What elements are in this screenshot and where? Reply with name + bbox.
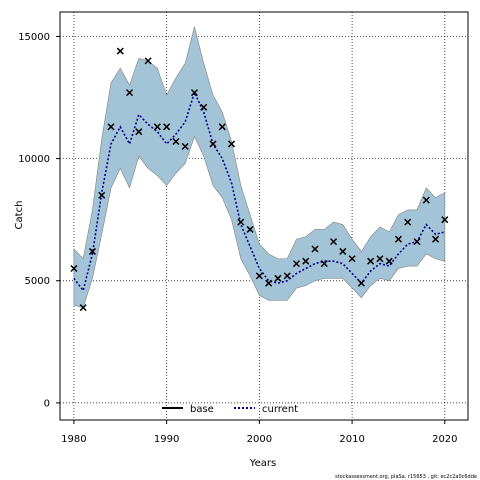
observed-point xyxy=(320,260,328,268)
observed-point xyxy=(311,245,319,253)
observed-point xyxy=(172,137,180,146)
legend-current-label: current xyxy=(262,404,298,415)
footnote: stockassessment.org, plaSa, r15653 , git… xyxy=(335,474,477,480)
observed-point xyxy=(413,238,421,246)
observed-point xyxy=(228,140,236,148)
x-axis: 1980 1990 2000 2010 2020 xyxy=(61,420,458,445)
x-tick-label: 1980 xyxy=(61,434,86,445)
observed-point xyxy=(153,123,161,131)
y-axis: 0 5000 10000 15000 xyxy=(18,32,60,409)
observed-point xyxy=(255,272,263,280)
observed-point xyxy=(292,260,300,268)
observed-point xyxy=(200,103,208,111)
observed-point xyxy=(385,257,393,265)
observed-point xyxy=(441,216,449,224)
observed-point xyxy=(394,235,402,243)
observed-point xyxy=(302,257,310,265)
x-tick-label: 2000 xyxy=(247,434,272,445)
observed-point xyxy=(116,47,124,55)
observed-point xyxy=(98,191,106,199)
observed-point xyxy=(357,279,365,287)
observed-point xyxy=(330,238,338,246)
observed-point xyxy=(163,123,171,131)
y-tick-label: 10000 xyxy=(18,154,50,165)
observed-point xyxy=(190,89,198,97)
plot-frame xyxy=(59,11,469,421)
observed-point xyxy=(422,196,430,204)
y-tick-label: 0 xyxy=(44,398,50,409)
x-tick-label: 1990 xyxy=(154,434,179,445)
observed-point xyxy=(79,304,87,312)
observed-point xyxy=(218,123,226,131)
observed-point xyxy=(348,255,356,263)
observed-point xyxy=(70,264,78,273)
observed-point xyxy=(88,247,96,255)
observed-point xyxy=(107,123,115,131)
observed-markers xyxy=(70,47,449,312)
observed-point xyxy=(126,89,134,97)
observed-point xyxy=(404,218,412,226)
observed-point xyxy=(376,255,384,263)
observed-point xyxy=(181,142,189,150)
observed-point xyxy=(237,218,245,226)
series-line-current xyxy=(73,90,446,293)
confidence-band xyxy=(73,26,446,308)
observed-point xyxy=(339,247,347,255)
x-tick-label: 2010 xyxy=(339,434,364,445)
observed-point xyxy=(283,272,291,280)
y-axis-title: Catch xyxy=(14,201,25,230)
y-tick-label: 15000 xyxy=(18,32,50,43)
legend-base-label: base xyxy=(190,404,214,415)
observed-point xyxy=(144,57,152,65)
observed-point xyxy=(246,225,254,233)
observed-point xyxy=(432,235,440,243)
y-tick-label: 5000 xyxy=(25,276,50,287)
observed-point xyxy=(135,128,143,136)
series-lines xyxy=(73,90,446,293)
x-axis-title: Years xyxy=(249,458,276,469)
legend: base current xyxy=(162,404,298,415)
observed-point xyxy=(265,279,273,287)
x-tick-label: 2020 xyxy=(432,434,457,445)
observed-point xyxy=(274,274,282,282)
observed-point xyxy=(367,257,375,265)
observed-point xyxy=(209,140,217,148)
